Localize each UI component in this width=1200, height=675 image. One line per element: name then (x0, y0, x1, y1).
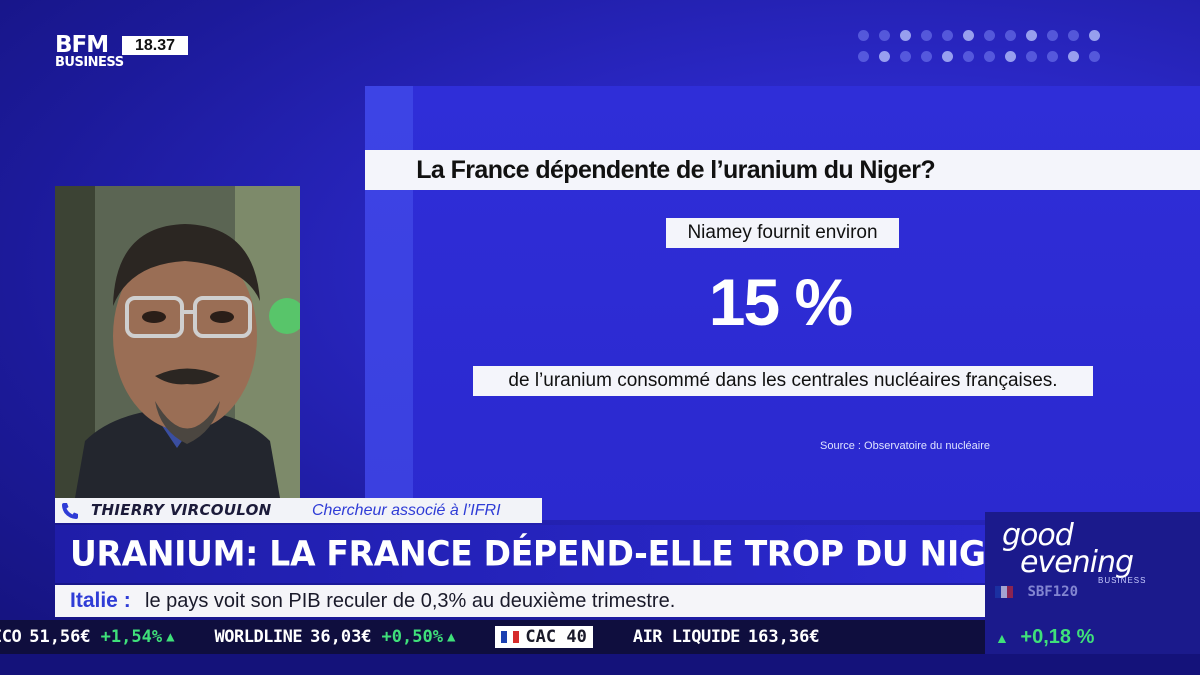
infographic-figure: 15 % (708, 265, 853, 339)
news-ticker-bar (55, 585, 985, 617)
market-index-badge: CAC 40 (495, 626, 593, 648)
index-change: ▲ +0,18 % (995, 622, 1094, 652)
index-label: SBF120 (995, 584, 1195, 606)
up-arrow-icon: ▲ (166, 629, 175, 645)
headline-text: URANIUM: LA FRANCE DÉPEND-ELLE TROP DU N… (70, 533, 1052, 574)
france-flag-icon (995, 586, 1013, 598)
infographic-source: Source : Observatoire du nucléaire (820, 440, 990, 452)
index-change-value: +0,18 % (1020, 626, 1095, 648)
market-item-value: 51,56€ (29, 627, 91, 647)
guest-name: THIERRY VIRCOULON (91, 501, 272, 519)
decorative-dots-top (858, 30, 1100, 62)
bottom-bar (0, 654, 1200, 675)
news-ticker-label: Italie : (70, 589, 131, 612)
market-ticker: ICO 51,56€ +1,54% ▲ WORLDLINE 36,03€ +0,… (0, 620, 985, 654)
guest-photo (55, 186, 300, 498)
guest-portrait-illustration (55, 186, 300, 498)
market-item-name: AIR LIQUIDE (632, 627, 741, 647)
logo-business-text: BUSINESS (55, 55, 124, 70)
program-title-line1: good (1002, 518, 1074, 553)
market-item-name: ICO (0, 627, 22, 647)
logo-bfm-text: BFM (55, 32, 109, 58)
market-item-name: WORLDLINE (214, 627, 303, 647)
guest-name-strip (55, 498, 542, 523)
market-item-value: 163,36€ (747, 627, 820, 647)
infographic-question: La France dépendente de l’uranium du Nig… (416, 156, 935, 184)
bfm-business-logo: BFM BUSINESS (55, 34, 124, 70)
headline-banner (55, 525, 985, 583)
guest-title: Chercheur associé à l’IFRI (312, 502, 501, 519)
question-bar (365, 150, 1200, 190)
france-flag-icon (501, 631, 520, 643)
infographic-detail: de l’uranium consommé dans les centrales… (473, 366, 1093, 396)
infographic-intro: Niamey fournit environ (666, 218, 899, 248)
program-title-line2: evening (1020, 545, 1134, 580)
market-item-change: +1,54% (100, 627, 163, 647)
up-arrow-icon: ▲ (995, 630, 1009, 646)
program-branding-box (985, 512, 1200, 675)
news-ticker-text: le pays voit son PIB reculer de 0,3% au … (145, 590, 676, 612)
phone-icon (62, 503, 78, 519)
up-arrow-icon: ▲ (446, 629, 456, 645)
market-item-change: +0,50% (381, 627, 443, 647)
market-index-name: CAC 40 (525, 627, 587, 647)
market-item-value: 36,03€ (310, 627, 372, 647)
program-title-line3: BUSINESS (1098, 576, 1147, 585)
clock-display: 18.37 (122, 36, 188, 55)
index-label-text: SBF120 (1027, 584, 1079, 600)
market-ticker-row: ICO 51,56€ +1,54% ▲ WORLDLINE 36,03€ +0,… (0, 620, 830, 654)
